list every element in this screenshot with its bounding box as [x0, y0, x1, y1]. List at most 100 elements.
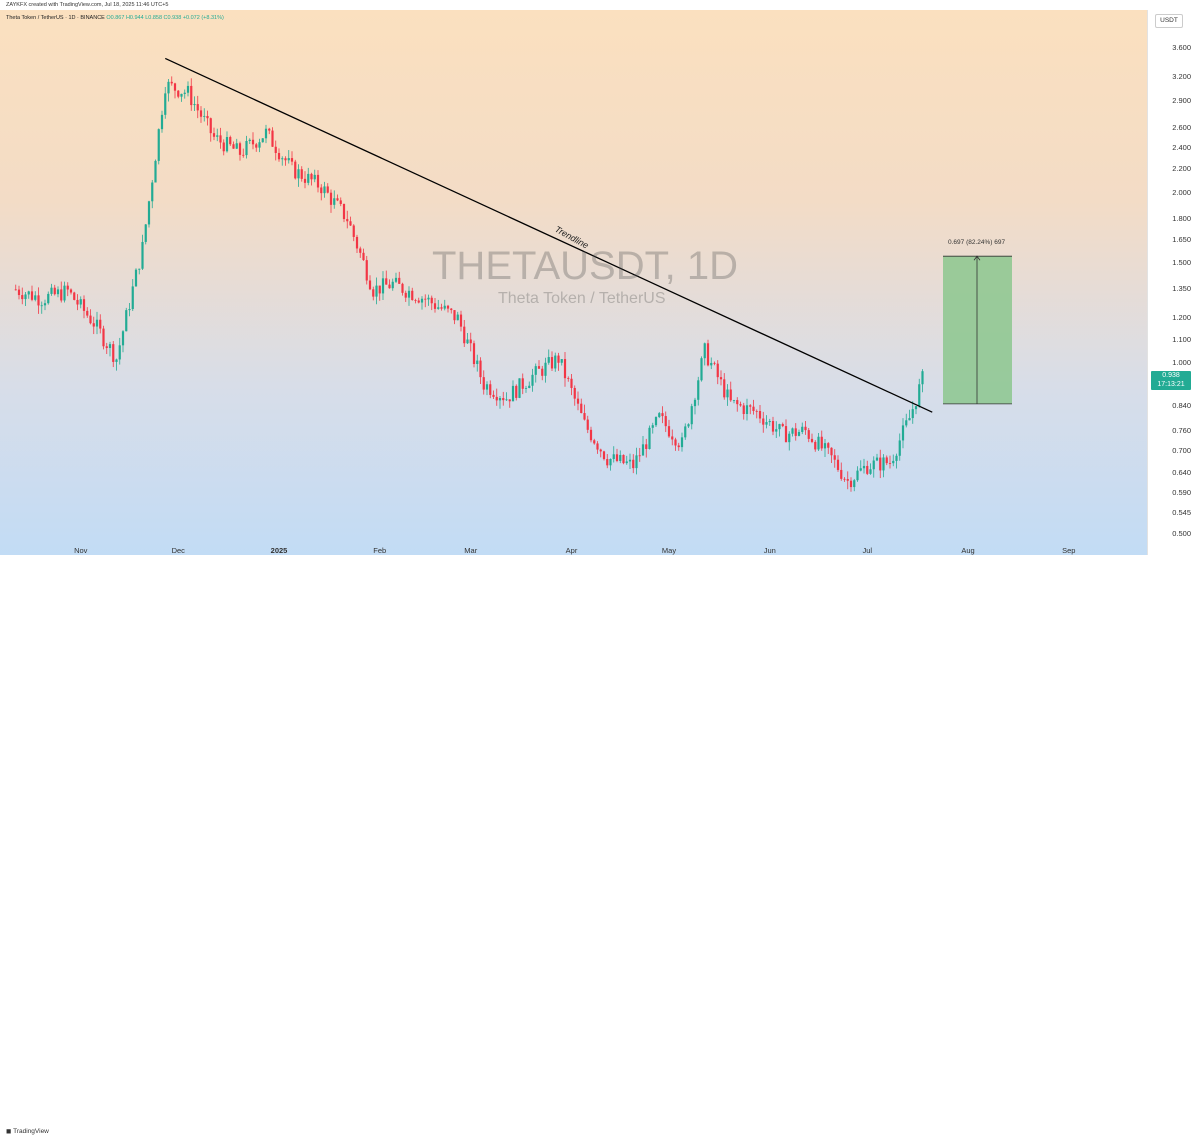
candle: [719, 370, 723, 386]
candle: [121, 330, 125, 353]
candle: [14, 284, 17, 291]
candle: [814, 440, 817, 452]
candle: [264, 124, 268, 144]
candle: [820, 430, 823, 451]
candle: [154, 159, 157, 183]
candle: [846, 471, 849, 490]
candle: [219, 127, 222, 149]
candle: [433, 298, 437, 313]
price-tick-label: 2.400: [1172, 142, 1191, 152]
candle: [212, 127, 216, 141]
candle: [456, 311, 459, 321]
candle: [664, 411, 667, 433]
price-tick-label: 1.100: [1172, 334, 1191, 344]
candle: [794, 423, 797, 441]
candle: [424, 294, 427, 308]
candle: [147, 200, 151, 228]
candle: [638, 447, 641, 462]
candle: [892, 454, 895, 467]
time-tick-label: Jul: [862, 546, 873, 555]
candle: [680, 432, 684, 452]
candle: [34, 291, 37, 302]
candle: [648, 425, 651, 450]
candle: [99, 314, 102, 334]
candle: [524, 385, 528, 393]
candle: [921, 369, 924, 393]
candle: [508, 399, 511, 408]
candle: [144, 223, 147, 245]
price-tick-label: 1.500: [1172, 258, 1191, 268]
candle: [37, 287, 40, 314]
candle: [258, 138, 261, 153]
candle: [589, 426, 593, 443]
candle: [245, 135, 248, 159]
trendline[interactable]: [164, 57, 933, 413]
candle: [742, 402, 745, 420]
candle: [401, 282, 404, 296]
candle: [901, 418, 905, 449]
candle: [196, 95, 199, 119]
candle: [485, 381, 489, 396]
candle: [125, 307, 128, 332]
candlestick-chart[interactable]: [0, 0, 1199, 577]
candle: [443, 299, 446, 311]
last-price-countdown: 17:13:21: [1157, 381, 1185, 388]
candle: [362, 248, 365, 261]
footer: ◼ TradingView: [0, 559, 1199, 1135]
candle: [651, 422, 654, 434]
candle: [372, 286, 375, 301]
candle: [43, 299, 47, 311]
measure-box[interactable]: [943, 256, 1012, 404]
candle: [489, 380, 492, 399]
candle: [160, 110, 164, 133]
candle: [599, 448, 602, 458]
candle: [284, 156, 287, 166]
candle: [300, 166, 303, 182]
candle: [684, 423, 687, 440]
candle: [469, 332, 472, 352]
candle: [570, 373, 573, 396]
candle: [151, 179, 154, 209]
candle: [164, 86, 167, 119]
candle: [199, 106, 203, 123]
candle: [459, 310, 463, 332]
tradingview-logo[interactable]: ◼ TradingView: [6, 1123, 49, 1141]
attribution-text: ZAYKFX created with TradingView.com, Jul…: [6, 2, 169, 8]
candle: [482, 370, 485, 395]
candle: [472, 340, 476, 368]
candle: [602, 450, 606, 461]
candle: [908, 409, 911, 421]
candle: [378, 285, 381, 301]
candle: [866, 460, 869, 476]
candle: [830, 447, 833, 464]
candle: [453, 310, 456, 325]
candle: [823, 439, 827, 457]
candle: [232, 141, 235, 149]
candle: [833, 449, 836, 468]
candle: [346, 210, 349, 229]
candle: [596, 441, 599, 454]
price-axis[interactable]: [1147, 10, 1199, 555]
candle: [310, 172, 313, 186]
candle: [112, 341, 115, 368]
price-tick-label: 0.640: [1172, 468, 1191, 478]
price-tick-label: 3.600: [1172, 42, 1191, 52]
candle: [79, 296, 82, 309]
currency-button[interactable]: USDT: [1155, 14, 1183, 28]
time-tick-label: Apr: [565, 546, 578, 555]
candle: [86, 307, 89, 318]
price-tick-label: 2.900: [1172, 96, 1191, 106]
candle: [50, 283, 53, 296]
candle: [788, 431, 791, 451]
candle: [843, 477, 846, 482]
candle: [784, 419, 788, 443]
candle: [216, 128, 219, 142]
candle: [911, 401, 914, 424]
candle: [528, 381, 531, 389]
candle: [30, 285, 34, 302]
candle: [658, 411, 661, 419]
candle: [297, 164, 300, 187]
candle: [17, 285, 21, 300]
candle: [69, 288, 73, 295]
candle: [645, 438, 648, 458]
